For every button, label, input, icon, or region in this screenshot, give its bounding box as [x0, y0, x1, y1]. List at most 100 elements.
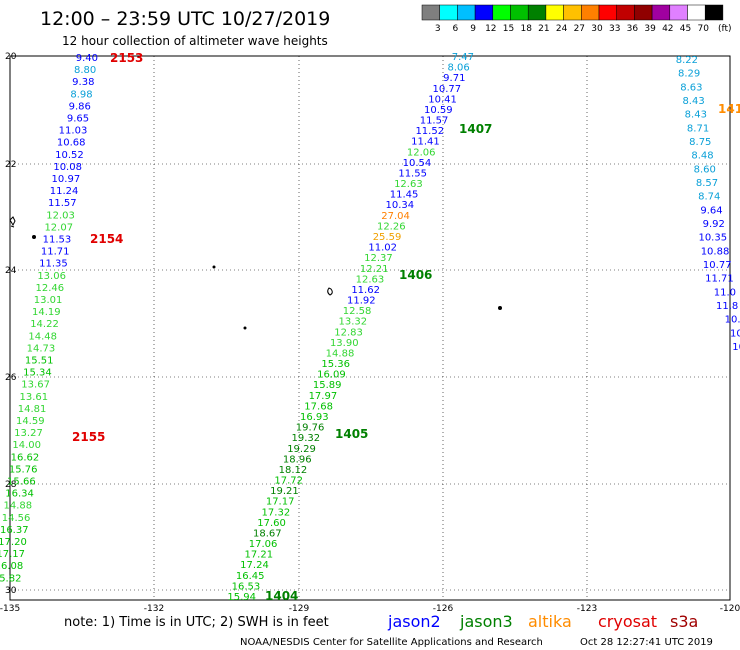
- legend-swatch: [616, 4, 635, 21]
- wave-height-value: 11.35: [39, 259, 68, 270]
- wave-height-value: 8.71: [687, 123, 709, 134]
- track-time-label: 1404: [265, 589, 298, 603]
- wave-height-value: 11.55: [398, 168, 427, 179]
- legend-swatch: [563, 4, 582, 21]
- wave-height-value: 11.45: [390, 190, 419, 201]
- track-time-label: 2153: [110, 51, 143, 65]
- wave-height-value: 8.43: [682, 96, 704, 107]
- wave-height-value: 12.63: [356, 274, 385, 285]
- wave-height-value: 11.41: [411, 137, 440, 148]
- legend-bin-label: 45: [680, 24, 691, 34]
- map-grid: [9, 55, 731, 601]
- wave-height-value: 15.89: [313, 380, 342, 391]
- wave-height-value: 11.24: [50, 186, 79, 197]
- wave-height-tracks: 9.408.809.388.989.869.6511.0310.6810.521…: [0, 51, 740, 603]
- wave-height-value: 17.21: [244, 550, 273, 561]
- wave-height-value: 12.06: [407, 147, 436, 158]
- wave-height-value: 11.71: [705, 274, 734, 285]
- wave-height-value: 15.76: [9, 464, 38, 475]
- wave-height-value: 8.29: [678, 69, 700, 80]
- track-east: 8.22 8.29 8.63 8.43 8.43 8.71 8.75 8.48 8.60 8.57…: [676, 55, 740, 353]
- wave-height-value: 10.68: [57, 138, 86, 149]
- wave-height-value: 11.62: [351, 285, 380, 296]
- wave-height-value: 8.06: [447, 63, 469, 74]
- legend-swatch: [687, 4, 706, 21]
- wave-height-value: 17.60: [257, 518, 286, 529]
- island-shape: [9, 216, 16, 228]
- latitude-label: 20: [5, 52, 17, 62]
- wave-height-value: 8.98: [70, 89, 92, 100]
- satellite-name: s3a: [670, 612, 698, 631]
- wave-height-value: 18.12: [279, 465, 308, 476]
- wave-height-value: 9.40: [76, 53, 98, 64]
- wave-height-legend: 3 6 9 12 15 18 21 24 27 30 33 36 39 42 45 70: [421, 4, 724, 34]
- wave-height-value: 12.03: [46, 210, 75, 221]
- wave-height-value: 8.57: [696, 178, 718, 189]
- wave-height-value: 11.92: [347, 296, 376, 307]
- wave-height-value: 11.57: [420, 116, 449, 127]
- wave-height-value: 15.82: [0, 573, 21, 584]
- wave-height-value: 8.80: [74, 65, 96, 76]
- wave-height-value: 8.43: [685, 110, 707, 121]
- wave-height-value: 16.93: [300, 412, 329, 423]
- legend-swatch: [492, 4, 511, 21]
- wave-height-value: 12.58: [343, 306, 372, 317]
- wave-height-value: 16.08: [0, 561, 23, 572]
- legend-swatch: [581, 4, 600, 21]
- wave-height-value: 13.01: [34, 295, 63, 306]
- track-time-label: 2154: [90, 232, 123, 246]
- wave-height-value: 19.76: [296, 423, 325, 434]
- wave-height-value: 11.03: [59, 126, 88, 137]
- wave-height-value: 16.45: [236, 571, 265, 582]
- wave-height-value: 13.06: [37, 271, 66, 282]
- satellite-name: cryosat: [598, 612, 657, 631]
- legend-bin-label: 3: [435, 24, 441, 34]
- wave-height-value: 10: [732, 342, 740, 353]
- wave-height-value: 18.96: [283, 454, 312, 465]
- legend-swatch: [634, 4, 653, 21]
- island-dot: [212, 265, 216, 269]
- map-subtitle: 12 hour collection of altimeter wave hei…: [62, 34, 328, 48]
- legend-bin-label: 36: [627, 24, 639, 34]
- legend-swatch: [457, 4, 476, 21]
- wave-height-value: 8.60: [694, 164, 716, 175]
- wave-height-value: 12.83: [334, 327, 363, 338]
- legend-bin-label: 9: [470, 24, 476, 34]
- longitude-label: -123: [577, 604, 597, 614]
- wave-height-value: 12.37: [364, 253, 393, 264]
- legend-bin-label: 30: [591, 24, 603, 34]
- wave-height-value: 10.77: [433, 84, 462, 95]
- wave-height-value: 11.71: [41, 247, 70, 258]
- wave-height-value: 16.62: [11, 452, 40, 463]
- wave-height-value: 13.67: [21, 380, 50, 391]
- legend-swatch: [545, 4, 564, 21]
- legend-swatch: [439, 4, 458, 21]
- legend-swatch: [421, 4, 440, 21]
- wave-height-value: 11.53: [43, 235, 72, 246]
- wave-height-value: 9.71: [443, 73, 465, 84]
- wave-height-value: 10.35: [698, 233, 727, 244]
- wave-height-value: 11.0: [714, 287, 736, 298]
- legend-swatch: [474, 4, 494, 21]
- wave-height-value: 10.97: [52, 174, 81, 185]
- map-frame: [9, 55, 731, 601]
- track-time-label: 141: [718, 102, 740, 116]
- track-time-label: 1406: [399, 268, 432, 282]
- track-1404-1407: 7.478.069.7110.7710.4110.5911.5711.5211.…: [227, 52, 492, 603]
- wave-height-value: 13.90: [330, 338, 359, 349]
- wave-height-value: 10.52: [55, 150, 84, 161]
- wave-height-value: 19.32: [291, 433, 320, 444]
- wave-height-value: 14.00: [12, 440, 41, 451]
- wave-height-value: 17.24: [240, 560, 269, 571]
- wave-height-value: 13.32: [338, 317, 367, 328]
- track-time-label: 2155: [72, 430, 105, 444]
- legend-bin-label: 33: [609, 24, 620, 34]
- wave-height-value: 18.67: [253, 528, 282, 539]
- wave-height-value: 17.17: [0, 549, 25, 560]
- wave-height-value: 17.17: [266, 497, 295, 508]
- track-time-label: 1405: [335, 427, 368, 441]
- axis-labels: 20 22 24 26 28 30 -135 -132 -129 -126 -123 -120: [0, 52, 740, 614]
- legend-swatch: [669, 4, 688, 21]
- longitude-label: -126: [433, 604, 454, 614]
- wave-height-value: 9.65: [67, 114, 89, 125]
